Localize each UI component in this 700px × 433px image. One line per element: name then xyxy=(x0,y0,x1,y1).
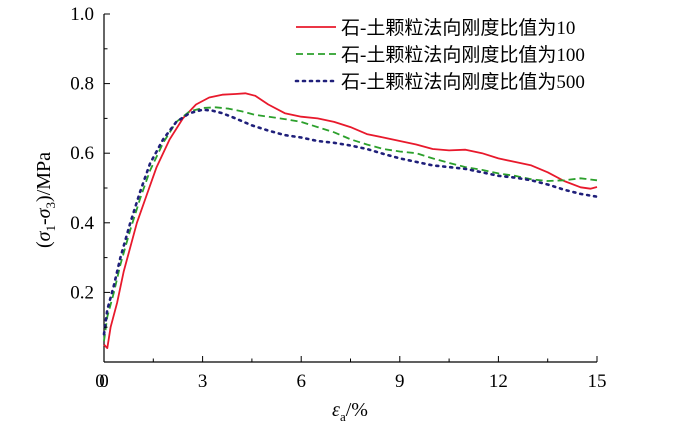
x-tick-label: 6 xyxy=(296,371,306,392)
y-axis-title-sub3: 3 xyxy=(43,202,58,209)
x-tick-label: 15 xyxy=(588,371,607,392)
x-tick-label: 3 xyxy=(198,371,208,392)
plot-frame xyxy=(103,14,597,363)
x-tick-label: 12 xyxy=(489,371,508,392)
y-tick-label: 0.2 xyxy=(70,282,94,303)
x-axis-title-symbol: ε xyxy=(332,399,340,421)
x-tick-label: 0 xyxy=(99,371,109,392)
legend: 石-土颗粒法向刚度比值为10 石-土颗粒法向刚度比值为100 石-土颗粒法向刚度比值… xyxy=(294,17,585,93)
curves-group xyxy=(102,92,599,349)
y-axis-ticks: 0.2 0.4 0.6 0.8 1.0 0 xyxy=(70,4,110,392)
x-axis-ticks: 0 3 6 9 12 15 xyxy=(99,356,607,392)
legend-label-3: 石-土颗粒法向刚度比值为500 xyxy=(341,71,585,93)
origin-label: 0 xyxy=(95,371,105,392)
series-line-3 xyxy=(102,108,599,336)
series-line-2 xyxy=(103,106,598,342)
x-axis-title-unit: /% xyxy=(346,399,368,421)
y-axis-title-paren-open: ( xyxy=(33,241,55,248)
legend-label-2: 石-土颗粒法向刚度比值为100 xyxy=(341,44,585,66)
y-tick-label: 0.4 xyxy=(70,213,94,234)
x-tick-label: 9 xyxy=(395,371,405,392)
y-tick-label: 0.6 xyxy=(70,143,94,164)
x-axis-title: εa/% xyxy=(332,399,368,424)
legend-label-1: 石-土颗粒法向刚度比值为10 xyxy=(341,17,575,39)
y-axis-title-sub1: 1 xyxy=(43,225,58,232)
y-axis-title-sigma1: σ xyxy=(33,230,55,241)
x-axis-title-subscript: a xyxy=(340,409,346,424)
y-tick-label: 0.8 xyxy=(70,74,94,95)
y-tick-label: 1.0 xyxy=(70,4,94,25)
series-line-1 xyxy=(103,92,598,349)
y-axis-title-dash: - xyxy=(33,218,55,225)
y-axis-title-unit: )/MPa xyxy=(33,152,55,202)
y-axis-title-sigma3: σ xyxy=(33,207,55,218)
y-axis-title: (σ1-σ3)/MPa xyxy=(33,152,58,248)
